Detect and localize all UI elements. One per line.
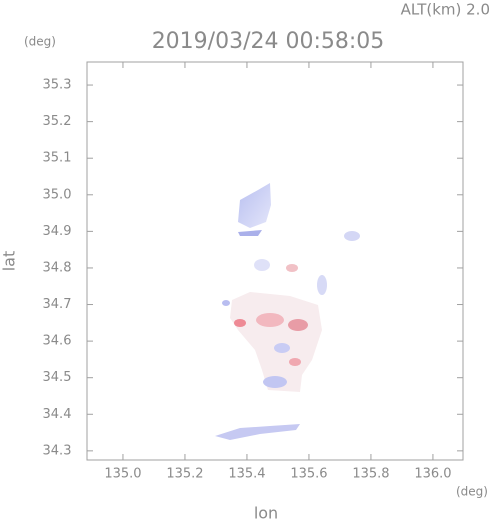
x-tick-label: 135.0 <box>104 467 141 482</box>
y-tick-label: 34.7 <box>43 297 72 312</box>
chart-title: 2019/03/24 00:58:05 <box>152 29 385 54</box>
echo-main <box>230 292 322 392</box>
y-tick-label: 35.2 <box>43 114 72 129</box>
y-axis-label: lat <box>0 251 19 272</box>
echo-red <box>289 358 301 366</box>
plot-frame <box>86 61 464 461</box>
echo-red <box>234 319 246 327</box>
altitude-label: ALT(km) 2.0 <box>401 1 490 19</box>
y-tick-label: 34.8 <box>43 260 72 275</box>
radar-echo <box>215 183 360 440</box>
y-tick-label: 35.0 <box>43 187 72 202</box>
y-tick-label: 34.5 <box>43 370 72 385</box>
echo-red <box>288 319 308 331</box>
y-tick-label: 34.6 <box>43 334 72 349</box>
x-tick-label: 135.4 <box>228 467 265 482</box>
y-tick-label: 34.3 <box>43 443 72 458</box>
echo-blue <box>263 376 287 388</box>
y-tick-label: 34.9 <box>43 224 72 239</box>
y-tick-label: 35.3 <box>43 78 72 93</box>
echo-red <box>286 264 298 272</box>
y-tick-label: 35.1 <box>43 151 72 166</box>
y-unit: (deg) <box>24 35 56 49</box>
echo-strip <box>215 424 300 440</box>
echo-blue <box>254 259 270 271</box>
echo-blue <box>317 275 327 295</box>
y-tick-label: 34.4 <box>43 407 72 422</box>
echo-blue <box>238 230 262 236</box>
echo-blue <box>222 300 230 306</box>
x-tick-label: 136.0 <box>414 467 451 482</box>
echo-blue <box>344 231 360 241</box>
echo-blue <box>238 183 271 228</box>
x-unit: (deg) <box>456 485 488 499</box>
echo-blue <box>274 343 290 353</box>
x-tick-label: 135.6 <box>290 467 327 482</box>
x-tick-label: 135.8 <box>352 467 389 482</box>
x-tick-label: 135.2 <box>166 467 203 482</box>
echo-red <box>256 313 284 327</box>
x-axis-label: lon <box>254 504 278 521</box>
